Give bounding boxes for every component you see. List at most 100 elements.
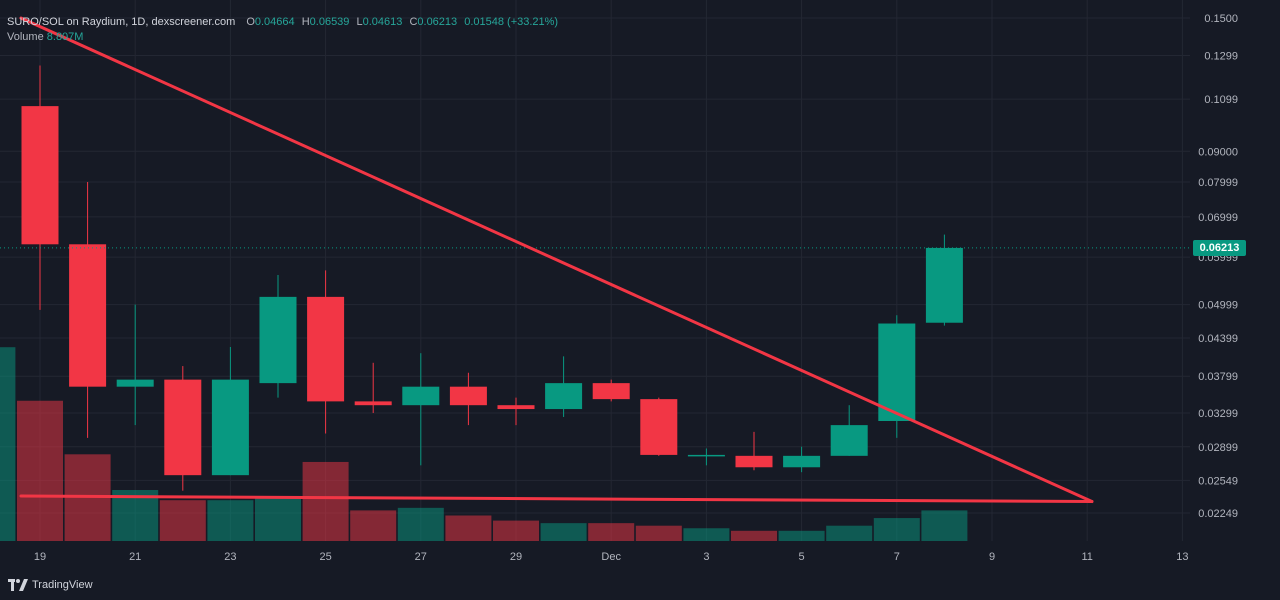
x-tick-label: Dec [601, 551, 621, 563]
candle-body [449, 386, 487, 406]
candle-body [545, 383, 583, 410]
candle-body [592, 383, 630, 400]
candle-body [687, 454, 725, 457]
candle-up [211, 346, 249, 476]
volume-bar [731, 530, 777, 541]
tradingview-icon [8, 579, 28, 591]
candle-down [164, 366, 202, 491]
ohlc-open: O0.04664 [246, 16, 295, 28]
y-tick-label: 0.02899 [1198, 442, 1238, 454]
last-price-tag: 0.06213 [1193, 239, 1246, 256]
candle-body [69, 244, 107, 387]
candle-body [878, 323, 916, 422]
y-tick-label: 0.03299 [1198, 408, 1238, 420]
candle-body [354, 401, 392, 406]
y-tick-label: 0.1500 [1204, 13, 1238, 25]
ohlc-high: H0.06539 [301, 16, 350, 28]
y-tick-label: 0.09000 [1198, 146, 1238, 158]
volume-row: Volume 8.807M [7, 30, 562, 45]
trendline [19, 494, 1094, 504]
candle-up [878, 315, 916, 438]
tradingview-logo[interactable]: TradingView [8, 577, 93, 593]
candle-up [259, 275, 297, 398]
candle-body [307, 296, 345, 402]
y-tick-label: 0.1299 [1204, 51, 1238, 63]
candle-up [402, 353, 440, 466]
candle-body [116, 379, 154, 387]
candle-body [497, 405, 535, 410]
volume-bar [302, 461, 349, 541]
y-tick-label: 0.04999 [1198, 300, 1238, 312]
candle-down [592, 379, 630, 402]
volume-bar [635, 525, 682, 541]
x-tick-label: 21 [129, 551, 141, 563]
x-tick-label: 29 [510, 551, 522, 563]
x-axis-labels: 19 21 23 25 27 29 Dec 3 5 7 9 11 13 [34, 551, 1189, 563]
volume-bar [350, 510, 397, 541]
candle-down [497, 397, 535, 426]
ohlc-low: L0.04613 [356, 16, 403, 28]
y-tick-label: 0.06999 [1198, 212, 1238, 224]
volume-bar [493, 520, 539, 541]
volume-bar [17, 400, 63, 541]
candle-body [164, 379, 202, 476]
symbol-title: SURO/SOL on Raydium, 1D, dexscreener.com [7, 16, 236, 28]
x-tick-label: 19 [34, 551, 46, 563]
candle-body [402, 386, 440, 406]
candle-up [545, 356, 583, 417]
candle-body [640, 399, 678, 455]
x-tick-label: 27 [415, 551, 427, 563]
volume-bar [397, 507, 444, 541]
volume-bar [588, 523, 635, 541]
candle-body [211, 379, 249, 476]
candle-down [354, 362, 392, 413]
x-tick-label: 5 [799, 551, 805, 563]
chart-legend: SURO/SOL on Raydium, 1D, dexscreener.com… [7, 15, 562, 45]
symbol-row: SURO/SOL on Raydium, 1D, dexscreener.com… [7, 15, 562, 30]
candle-up [687, 448, 725, 466]
volume-bar [159, 500, 206, 541]
volume-bar [921, 510, 968, 541]
volume-bar [255, 497, 301, 541]
trendline [19, 16, 1094, 504]
volume-bar [778, 530, 825, 541]
volume-bar [0, 347, 16, 541]
trendlines [19, 16, 1094, 504]
x-tick-label: 23 [224, 551, 236, 563]
volume-value: 8.807M [46, 31, 84, 43]
ohlc-close: C0.06213 [409, 16, 458, 28]
tradingview-label: TradingView [32, 579, 93, 591]
volume-bar [826, 525, 873, 541]
candle-down [449, 372, 487, 426]
candle-up [925, 234, 963, 326]
candle-body [783, 455, 821, 468]
candle-body [735, 455, 773, 468]
candle-up [116, 304, 154, 426]
candle-body [21, 106, 59, 245]
y-axis-labels: 0.1500 0.1299 0.1099 0.09000 0.07999 0.06999 0… [1198, 13, 1238, 520]
x-tick-label: 9 [989, 551, 995, 563]
volume-bar [873, 518, 920, 541]
candle-body [830, 425, 868, 456]
x-tick-label: 13 [1176, 551, 1188, 563]
candles [21, 65, 963, 491]
y-tick-label: 0.1099 [1204, 94, 1238, 106]
candle-down [307, 270, 345, 434]
candle-body [259, 296, 297, 384]
candle-up [783, 446, 821, 473]
volume-bar [540, 523, 587, 541]
candle-down [69, 181, 107, 438]
y-tick-label: 0.07999 [1198, 177, 1238, 189]
y-tick-label: 0.03799 [1198, 371, 1238, 383]
candle-body [925, 247, 963, 323]
y-tick-label: 0.02549 [1198, 475, 1238, 487]
candle-down [640, 397, 678, 456]
volume-bar [683, 528, 730, 541]
candle-up [830, 405, 868, 456]
volume-bar [445, 515, 492, 541]
price-change: 0.01548 (+33.21%) [464, 16, 559, 28]
x-tick-label: 3 [703, 551, 709, 563]
volume-bar [112, 490, 159, 541]
x-tick-label: 25 [319, 551, 331, 563]
